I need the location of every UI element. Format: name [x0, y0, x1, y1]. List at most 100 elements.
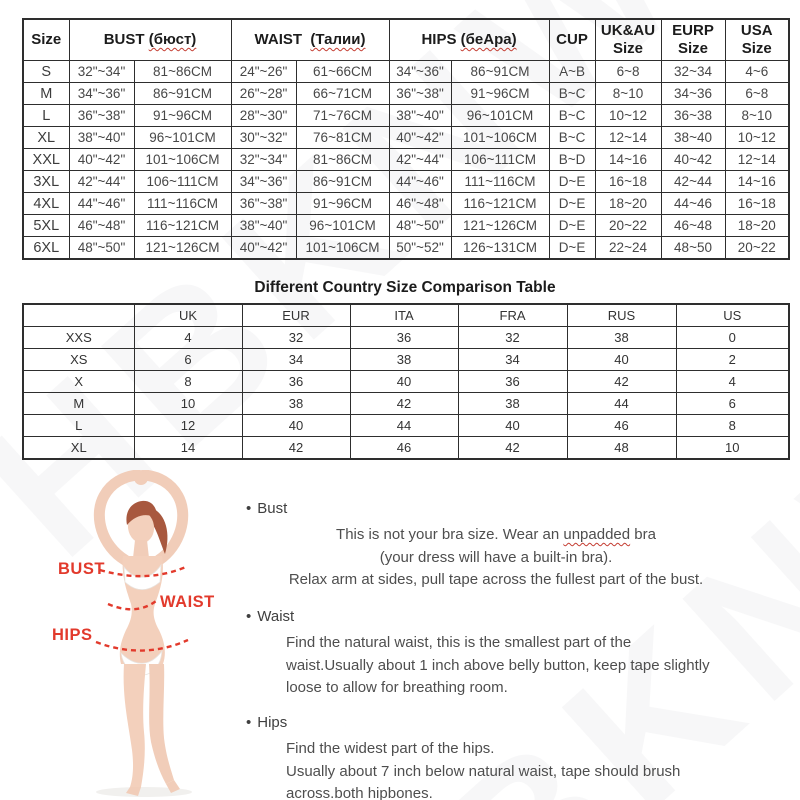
size-cell-bust_cm: 96~101CM	[133, 126, 232, 149]
size-cell-waist_cm: 66~71CM	[295, 82, 390, 105]
size-cell-hips_cm: 101~106CM	[450, 126, 550, 149]
back-foot	[166, 780, 180, 793]
size-cell-eur: 42~44	[660, 170, 726, 193]
hips-section-title: • Hips	[246, 714, 288, 731]
comparison-cell: 42	[566, 370, 677, 393]
bust-section: • Bust This is not your bra size. Wear an…	[246, 500, 794, 592]
comparison-cell: 38	[349, 348, 459, 371]
size-cell-hips_in: 50"~52"	[388, 236, 452, 260]
front-leg	[123, 664, 146, 787]
size-cell-size: 3XL	[22, 170, 70, 193]
bullet-icon: •	[246, 714, 252, 731]
comparison-table-title: Different Country Size Comparison Table	[254, 279, 556, 296]
figure-waist-label: WAIST	[160, 593, 215, 611]
col-header-waist: WAIST (Талии)	[230, 18, 390, 61]
comparison-cell: 46	[566, 414, 677, 437]
measure-guide: • Bust This is not your bra size. Wear an…	[246, 488, 794, 800]
size-cell-waist_in: 24"~26"	[230, 60, 297, 83]
size-cell-bust_in: 42"~44"	[68, 170, 135, 193]
comparison-col-header: US	[675, 303, 790, 327]
comparison-cell: 12	[133, 414, 243, 437]
comparison-cell: 38	[457, 392, 568, 415]
size-cell-waist_in: 26"~28"	[230, 82, 297, 105]
size-row: XL 38"~40" 96~101CM 30"~32" 76~81CM 40"~42" 10…	[22, 126, 790, 149]
size-chart-header-row: Size BUST (бюст) WAIST (Талии) HIPS (беА…	[22, 18, 790, 61]
size-row: XXL 40"~42" 101~106CM 32"~34" 81~86CM 42"~44"…	[22, 148, 790, 171]
size-cell-hips_cm: 111~116CM	[450, 170, 550, 193]
bullet-icon: •	[246, 608, 252, 625]
size-cell-waist_cm: 91~96CM	[295, 192, 390, 215]
head	[127, 511, 155, 543]
comparison-cell: 4	[133, 326, 243, 349]
size-cell-uk: 14~16	[594, 148, 662, 171]
comparison-cell: 8	[133, 370, 243, 393]
size-cell-waist_in: 32"~34"	[230, 148, 297, 171]
size-cell-uk: 10~12	[594, 104, 662, 127]
comparison-cell: 14	[133, 436, 243, 460]
size-row: M 34"~36" 86~91CM 26"~28" 66~71CM 36"~38" 91~9…	[22, 82, 790, 105]
comparison-col-header: ITA	[349, 303, 459, 327]
comparison-cell: 40	[349, 370, 459, 393]
comparison-cell: 10	[675, 436, 790, 460]
comparison-cell: 42	[457, 436, 568, 460]
size-cell-waist_in: 30"~32"	[230, 126, 297, 149]
comparison-cell: 10	[133, 392, 243, 415]
size-cell-size: M	[22, 82, 70, 105]
waist-measure-line	[107, 600, 157, 611]
size-cell-uk: 22~24	[594, 236, 662, 260]
waist-line-2: waist.Usually about 1 inch above belly b…	[286, 656, 710, 674]
size-cell-size: 5XL	[22, 214, 70, 237]
size-cell-bust_cm: 111~116CM	[133, 192, 232, 215]
comparison-row: M 10 38 42 38 44 6	[22, 392, 790, 415]
size-cell-uk: 20~22	[594, 214, 662, 237]
size-cell-eur: 40~42	[660, 148, 726, 171]
hips-line-3: across.both hipbones.	[286, 785, 433, 800]
comparison-row-label: XS	[22, 348, 135, 371]
size-cell-usa: 4~6	[724, 60, 790, 83]
size-cell-bust_in: 40"~42"	[68, 148, 135, 171]
size-cell-hips_cm: 91~96CM	[450, 82, 550, 105]
size-cell-uk: 8~10	[594, 82, 662, 105]
bust-note: (бюст)	[148, 31, 197, 48]
comparison-cell: 42	[241, 436, 351, 460]
size-cell-usa: 16~18	[724, 192, 790, 215]
comparison-cell: 38	[241, 392, 351, 415]
col-header-bust: BUST (бюст)	[68, 18, 232, 61]
bust-line-3: Relax arm at sides, pull tape across the…	[288, 571, 704, 588]
col-header-eurp: EURP Size	[660, 18, 726, 61]
size-chart-table: Size BUST (бюст) WAIST (Талии) HIPS (беА…	[22, 18, 791, 260]
comparison-cell: 40	[241, 414, 351, 437]
size-cell-eur: 36~38	[660, 104, 726, 127]
size-cell-usa: 8~10	[724, 104, 790, 127]
size-cell-bust_in: 38"~40"	[68, 126, 135, 149]
waist-line-3: loose to allow for breathing room.	[286, 679, 508, 696]
size-cell-size: S	[22, 60, 70, 83]
unpadded-word: unpadded	[563, 526, 631, 543]
floor-shadow	[96, 787, 192, 797]
comparison-row-label: XXS	[22, 326, 135, 349]
size-cell-bust_cm: 106~111CM	[133, 170, 232, 193]
size-cell-waist_cm: 71~76CM	[295, 104, 390, 127]
size-cell-bust_in: 34"~36"	[68, 82, 135, 105]
size-cell-eur: 32~34	[660, 60, 726, 83]
hair	[126, 500, 158, 525]
comparison-cell: 8	[675, 414, 790, 437]
size-cell-usa: 10~12	[724, 126, 790, 149]
size-cell-usa: 14~16	[724, 170, 790, 193]
size-cell-cup: D~E	[548, 236, 596, 260]
hands	[134, 471, 148, 485]
size-cell-waist_cm: 81~86CM	[295, 148, 390, 171]
comparison-cell: 38	[566, 326, 677, 349]
size-cell-hips_in: 36"~38"	[388, 82, 452, 105]
size-cell-size: L	[22, 104, 70, 127]
size-cell-waist_in: 34"~36"	[230, 170, 297, 193]
size-row: 3XL 42"~44" 106~111CM 34"~36" 86~91CM 44"~46"…	[22, 170, 790, 193]
size-cell-hips_cm: 121~126CM	[450, 214, 550, 237]
comparison-cell: 42	[349, 392, 459, 415]
size-cell-waist_in: 40"~42"	[230, 236, 297, 260]
back-leg	[149, 664, 174, 784]
bust-section-title: • Bust	[246, 500, 288, 517]
neck	[133, 540, 149, 558]
comparison-row: X 8 36 40 36 42 4	[22, 370, 790, 393]
size-cell-waist_in: 28"~30"	[230, 104, 297, 127]
